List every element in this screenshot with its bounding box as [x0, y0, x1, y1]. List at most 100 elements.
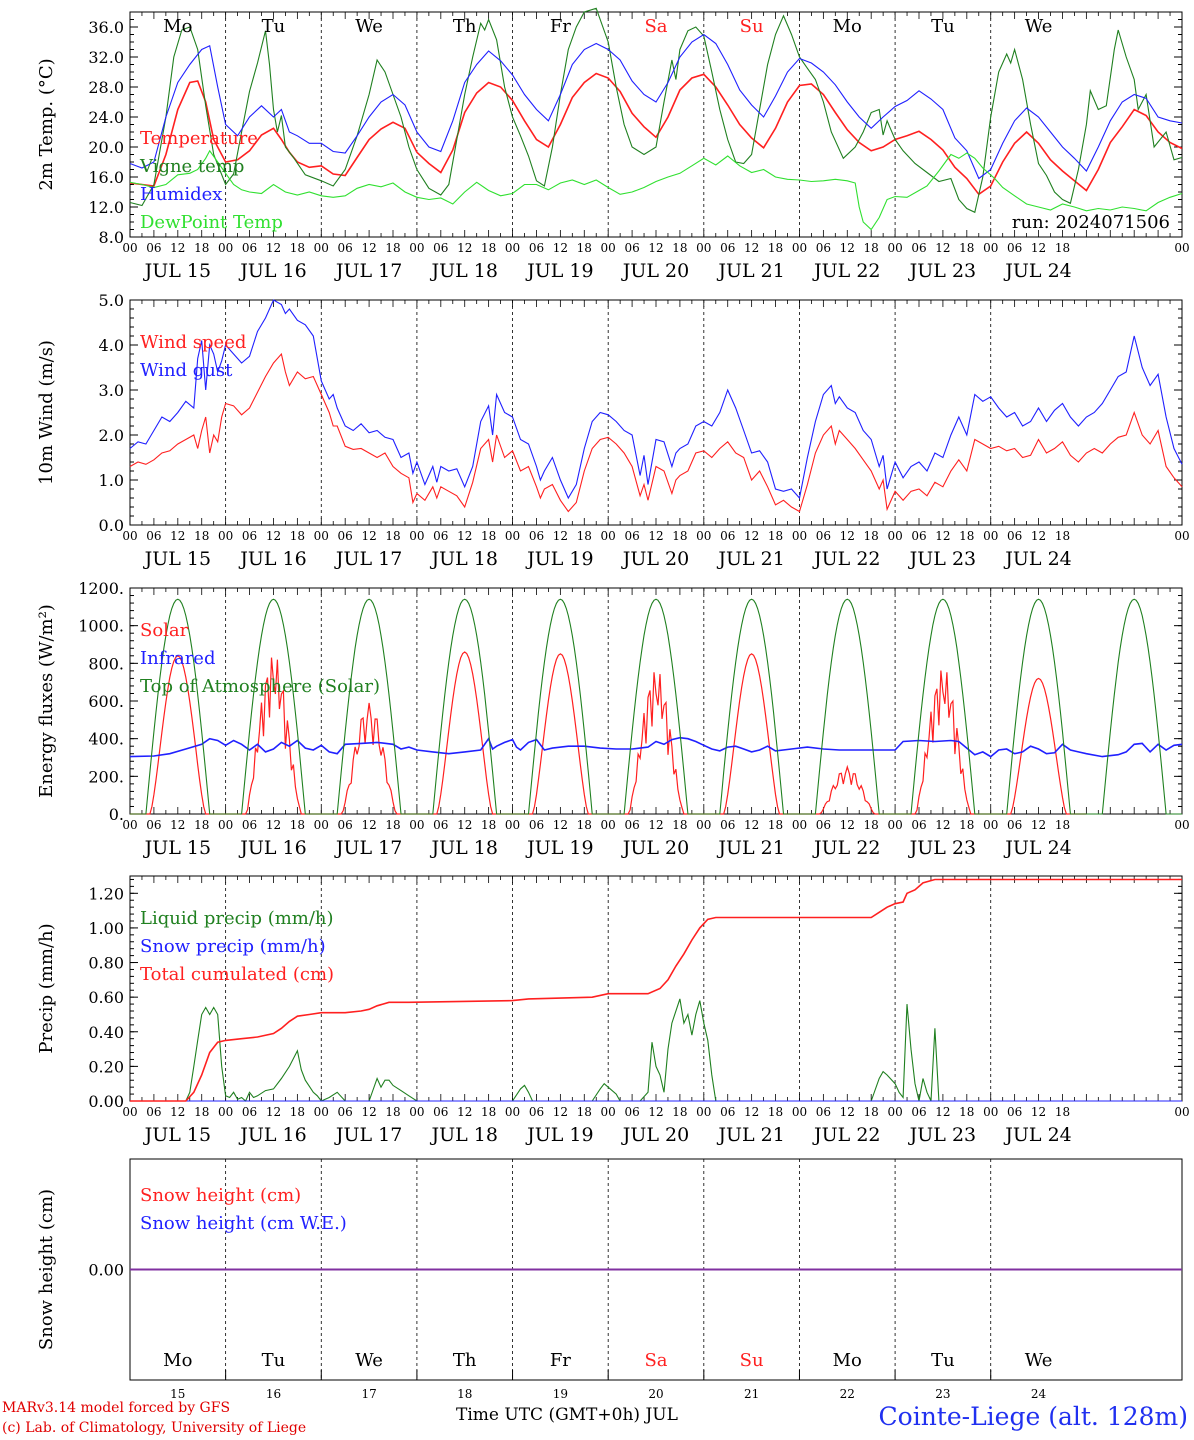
hour-tick-label: 00: [505, 1105, 520, 1119]
hour-tick-label: 18: [385, 818, 400, 832]
run-annotation: run: 2024071506: [1012, 212, 1170, 233]
hour-tick-label: 00: [1174, 241, 1189, 255]
date-label: JUL 18: [429, 260, 497, 282]
hour-tick-label: 12: [744, 818, 759, 832]
weekday-label: We: [1025, 16, 1053, 37]
hour-tick-label: 00: [314, 241, 329, 255]
legend-entry: Snow height (cm): [140, 1185, 301, 1206]
date-label: JUL 17: [334, 260, 402, 282]
weekday-label: We: [355, 16, 383, 37]
y-tick-label: 16.0: [88, 168, 124, 187]
day-number-label: 18: [457, 1387, 472, 1401]
date-label: JUL 18: [429, 837, 497, 859]
hour-tick-label: 12: [840, 1105, 855, 1119]
hour-tick-label: 18: [290, 529, 305, 543]
hour-tick-label: 00: [314, 818, 329, 832]
hour-tick-label: 00: [696, 241, 711, 255]
hour-tick-label: 06: [624, 529, 639, 543]
day-number-label: 23: [935, 1387, 950, 1401]
legend-entry: Humidex: [140, 184, 222, 205]
legend-entry: Snow precip (mm/h): [140, 936, 326, 957]
hour-tick-label: 18: [959, 818, 974, 832]
hour-tick-label: 12: [170, 529, 185, 543]
hour-tick-label: 18: [864, 818, 879, 832]
hour-tick-label: 06: [242, 1105, 257, 1119]
lab-credit: (c) Lab. of Climatology, University of L…: [2, 1420, 307, 1436]
hour-tick-label: 12: [744, 241, 759, 255]
hour-tick-label: 12: [266, 818, 281, 832]
hour-tick-label: 06: [1007, 241, 1022, 255]
hour-tick-label: 18: [481, 818, 496, 832]
y-tick-label: 2.0: [99, 426, 124, 445]
day-number-label: 20: [648, 1387, 663, 1401]
date-label: JUL 16: [238, 837, 306, 859]
hour-tick-label: 06: [146, 529, 161, 543]
y-axis-label: Precip (mm/h): [36, 923, 57, 1053]
y-axis-label: Snow height (cm): [36, 1189, 57, 1350]
hour-tick-label: 18: [481, 241, 496, 255]
date-label: JUL 23: [908, 1124, 976, 1146]
day-number-label: 15: [170, 1387, 185, 1401]
hour-tick-label: 06: [529, 1105, 544, 1119]
hour-tick-label: 00: [696, 818, 711, 832]
hour-tick-label: 00: [887, 529, 902, 543]
y-tick-label: 0.: [109, 805, 124, 824]
y-axis-label: 2m Temp. (°C): [36, 58, 57, 190]
date-label: JUL 24: [1003, 837, 1071, 859]
hour-tick-label: 12: [935, 1105, 950, 1119]
series-top-of-atmosphere-solar-: [130, 598, 1182, 815]
date-label: JUL 17: [334, 548, 402, 570]
hour-tick-label: 00: [983, 241, 998, 255]
hour-tick-label: 12: [648, 529, 663, 543]
date-label: JUL 22: [812, 1124, 880, 1146]
hour-tick-label: 00: [409, 241, 424, 255]
legend-entry: Infrared: [140, 648, 215, 669]
hour-tick-label: 06: [911, 241, 926, 255]
date-label: JUL 19: [525, 260, 593, 282]
date-label: JUL 21: [716, 548, 784, 570]
hour-tick-label: 00: [792, 241, 807, 255]
hour-tick-label: 12: [553, 241, 568, 255]
hour-tick-label: 00: [122, 529, 137, 543]
series-wind-speed: [129, 352, 1183, 513]
hour-tick-label: 12: [648, 818, 663, 832]
hour-tick-label: 18: [768, 529, 783, 543]
hour-tick-label: 18: [1055, 241, 1070, 255]
hour-tick-label: 06: [624, 1105, 639, 1119]
hour-tick-label: 00: [601, 818, 616, 832]
hour-tick-label: 00: [601, 529, 616, 543]
weekday-label: Su: [740, 1350, 764, 1371]
day-number-label: 19: [553, 1387, 568, 1401]
hour-tick-label: 06: [146, 818, 161, 832]
hour-tick-label: 12: [457, 529, 472, 543]
date-label: JUL 15: [143, 548, 211, 570]
date-label: JUL 20: [621, 1124, 689, 1146]
hour-tick-label: 00: [983, 818, 998, 832]
y-tick-label: 0.80: [88, 954, 124, 973]
hour-tick-label: 18: [194, 529, 209, 543]
hour-tick-label: 06: [338, 818, 353, 832]
hour-tick-label: 00: [696, 1105, 711, 1119]
weekday-label: Sa: [644, 1350, 667, 1371]
hour-tick-label: 00: [983, 1105, 998, 1119]
y-tick-label: 3.0: [99, 381, 124, 400]
legend-entry: Temperature: [140, 128, 258, 149]
legend-entry: DewPoint Temp: [140, 212, 283, 233]
y-tick-label: 32.0: [88, 48, 124, 67]
y-tick-label: 1.00: [88, 919, 124, 938]
hour-tick-label: 18: [672, 1105, 687, 1119]
y-tick-label: 400.: [88, 730, 124, 749]
y-axis-label: Energy fluxes (W/m²): [36, 604, 57, 798]
hour-tick-label: 18: [481, 529, 496, 543]
hour-tick-label: 00: [314, 1105, 329, 1119]
hour-tick-label: 06: [624, 818, 639, 832]
model-credit: MARv3.14 model forced by GFS: [2, 1400, 231, 1416]
y-tick-label: 0.00: [88, 1092, 124, 1111]
hour-tick-label: 12: [1031, 1105, 1046, 1119]
hour-tick-label: 06: [242, 241, 257, 255]
y-axis-label: 10m Wind (m/s): [36, 340, 57, 485]
hour-tick-label: 12: [1031, 529, 1046, 543]
series-wind-gust: [129, 299, 1183, 500]
hour-tick-label: 00: [218, 241, 233, 255]
hour-tick-label: 06: [816, 1105, 831, 1119]
